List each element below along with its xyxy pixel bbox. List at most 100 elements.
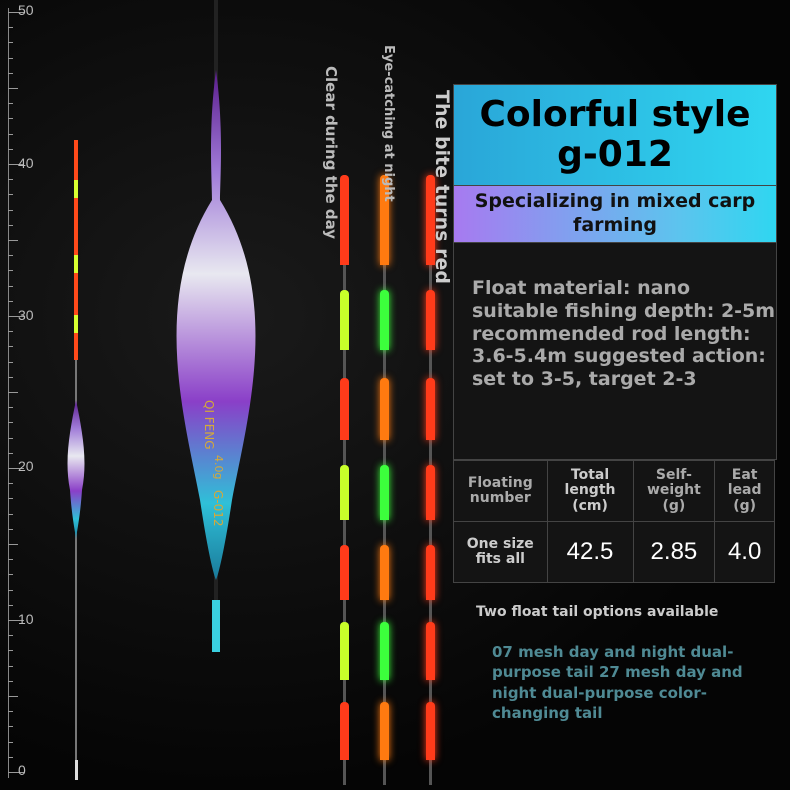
float-illustration: QI FENG 4.0g G-012 — [67, 0, 256, 780]
description-panel: Float material: nano suitable fishing de… — [453, 242, 777, 460]
tail-segment — [380, 545, 389, 600]
ruler-tick — [8, 12, 24, 13]
options-text: 07 mesh day and night dual-purpose tail … — [492, 643, 743, 722]
table-row: One size fits all 42.5 2.85 4.0 — [453, 521, 775, 583]
ruler-tick — [8, 498, 13, 500]
ruler-tick — [8, 103, 13, 105]
ruler-tick — [8, 224, 13, 226]
ruler-tick — [8, 452, 13, 454]
ruler-tick — [8, 528, 13, 530]
ruler-tick — [8, 574, 13, 576]
tail-segment — [380, 175, 389, 265]
tail-segment — [426, 702, 435, 760]
ruler-tick — [8, 300, 13, 302]
ruler-tick — [8, 72, 13, 74]
ruler-tick — [8, 346, 13, 348]
ruler-label: 30 — [18, 307, 34, 323]
ruler-tick — [8, 741, 13, 743]
ruler-tick — [8, 604, 13, 606]
table-header: Total length (cm) — [546, 460, 634, 522]
tail-segment — [380, 378, 389, 440]
ruler-tick — [8, 407, 13, 409]
ruler-tick — [8, 27, 13, 29]
ruler-tick — [8, 468, 24, 469]
ruler-tick — [8, 392, 18, 393]
description: Float material: nano suitable fishing de… — [472, 277, 776, 391]
title-line2: g-012 — [557, 133, 673, 175]
ruler-tick — [8, 711, 13, 713]
title-line1: Colorful style — [479, 94, 751, 135]
table-header-row: Floating number Total length (cm) Self-w… — [453, 460, 775, 522]
ruler-tick — [8, 726, 13, 728]
ruler-tick — [8, 376, 13, 378]
tail-segment — [380, 290, 389, 350]
ruler-tick — [8, 544, 18, 545]
ruler-tick — [8, 88, 18, 89]
title-banner: Colorful style g-012 — [453, 84, 777, 186]
ruler-label: 10 — [18, 611, 34, 627]
table-cell: 42.5 — [546, 521, 634, 583]
tail-segment — [426, 378, 435, 440]
table-cell: 2.85 — [632, 521, 716, 583]
ruler — [8, 8, 9, 778]
ruler-tick — [8, 209, 13, 211]
ruler-label: 40 — [18, 155, 34, 171]
label-bite: The bite turns red — [431, 90, 453, 284]
ruler-tick — [8, 133, 13, 135]
tail-segment — [340, 702, 349, 760]
ruler-tick — [8, 620, 24, 621]
tail-segment — [380, 702, 389, 760]
float-model: G-012 — [211, 490, 225, 527]
tail-segment — [340, 175, 349, 265]
label-day: Clear during the day — [321, 66, 340, 240]
ruler-tick — [8, 285, 13, 287]
ruler-tick — [8, 772, 24, 773]
table-cell: One size fits all — [453, 521, 548, 583]
table-cell: 4.0 — [714, 521, 775, 583]
ruler-label: 50 — [18, 2, 34, 18]
ruler-tick — [8, 255, 13, 257]
subtitle: Specializing in mixed carp farming — [474, 190, 756, 236]
table-header: Eat lead (g) — [714, 460, 775, 522]
ruler-tick — [8, 559, 13, 561]
ruler-tick — [8, 57, 13, 59]
label-night: Eye-catching at night — [381, 45, 396, 202]
ruler-tick — [8, 680, 13, 682]
tail-segment — [340, 545, 349, 600]
ruler-tick — [8, 635, 13, 637]
ruler-tick — [8, 756, 13, 758]
ruler-tick — [8, 316, 24, 317]
float-brand: QI FENG — [202, 400, 216, 450]
tail-segment — [426, 290, 435, 350]
subtitle-banner: Specializing in mixed carp farming — [453, 185, 777, 243]
ruler-tick — [8, 483, 13, 485]
ruler-tick — [8, 118, 13, 120]
tail-segment — [340, 290, 349, 350]
tail-segment — [426, 175, 435, 265]
ruler-tick — [8, 164, 24, 165]
ruler-tick — [8, 42, 13, 44]
table-header: Self-weight (g) — [632, 460, 716, 522]
float-weight: 4.0g — [212, 455, 225, 479]
ruler-tick — [8, 437, 13, 439]
tail-segment — [426, 545, 435, 600]
ruler-tick — [8, 589, 13, 591]
table-header: Floating number — [453, 460, 548, 522]
ruler-tick — [8, 179, 13, 181]
ruler-tick — [8, 696, 18, 697]
ruler-label: 0 — [18, 762, 26, 778]
ruler-tick — [8, 148, 13, 150]
options-title: Two float tail options available — [476, 604, 719, 620]
tail-segment — [426, 465, 435, 520]
ruler-tick — [8, 650, 13, 652]
ruler-tick — [8, 240, 18, 241]
ruler-tick — [8, 270, 13, 272]
ruler-tick — [8, 665, 13, 667]
tail-segment — [340, 378, 349, 440]
ruler-label: 20 — [18, 458, 34, 474]
ruler-tick — [8, 513, 13, 515]
ruler-tick — [8, 422, 13, 424]
tail-segment — [380, 465, 389, 520]
specs-table: Floating number Total length (cm) Self-w… — [453, 460, 775, 583]
